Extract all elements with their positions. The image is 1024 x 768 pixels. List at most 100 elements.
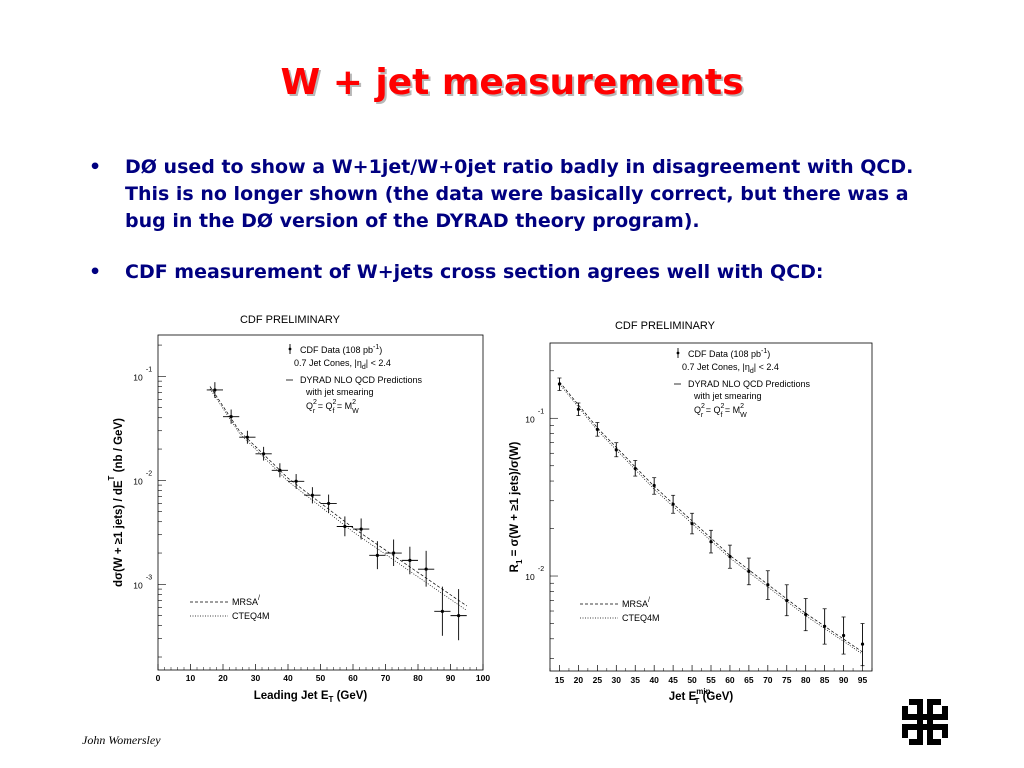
data-marker xyxy=(440,609,444,613)
x-tick-label: 35 xyxy=(631,675,641,685)
data-point xyxy=(652,477,657,495)
legend-scale-label: Q2 r = Q2 f = M2 W xyxy=(306,399,359,415)
data-marker xyxy=(633,466,637,471)
fermilab-logo-icon xyxy=(902,699,948,745)
data-point xyxy=(336,516,353,537)
data-marker xyxy=(671,502,675,506)
bullet-item: • DØ used to show a W+1jet/W+0jet ratio … xyxy=(85,154,945,235)
data-point xyxy=(690,512,695,535)
data-point xyxy=(320,494,337,513)
y-tick-label: 10 xyxy=(133,580,143,590)
data-point xyxy=(223,409,240,424)
x-tick-label: 50 xyxy=(316,673,326,683)
data-point xyxy=(784,584,789,617)
data-point xyxy=(288,474,305,489)
data-marker xyxy=(860,642,865,646)
footer-author: John Womersley xyxy=(82,733,161,747)
data-point xyxy=(727,544,732,569)
x-tick-label: 20 xyxy=(218,673,228,683)
data-point xyxy=(576,402,581,416)
x-tick-label: 90 xyxy=(839,675,849,685)
data-point xyxy=(841,616,846,655)
legend-cones-label: 0.7 Jet Cones, |ηd| < 2.4 xyxy=(682,362,779,375)
legend-data-dot xyxy=(288,347,292,351)
x-tick-label: 15 xyxy=(555,675,565,685)
bullet-text-cdf-measurement: CDF measurement of W+jets cross section … xyxy=(125,261,824,283)
theory-curve-cteq4m xyxy=(559,383,863,655)
data-point xyxy=(709,529,713,554)
y-tick-exponent: -3 xyxy=(146,574,152,581)
x-tick-label: 70 xyxy=(381,673,391,683)
x-tick-label: 30 xyxy=(251,673,261,683)
x-tick-label: 45 xyxy=(668,675,678,685)
data-point xyxy=(369,541,386,570)
data-point xyxy=(271,463,288,478)
legend-cteq-label: CTEQ4M xyxy=(622,613,660,623)
chart-jet-ratio: CDF PRELIMINARY 15 20 25 30 35 40 45 50 55 60 65 70 7… xyxy=(509,320,873,706)
legend-cteq-label: CTEQ4M xyxy=(232,611,270,621)
theory-curve-mrsa xyxy=(559,381,863,653)
data-point xyxy=(450,589,467,641)
data-marker xyxy=(229,415,233,419)
x-tick-label: 25 xyxy=(593,675,603,685)
y-tick-label: 10 xyxy=(525,414,535,424)
data-point xyxy=(803,598,808,632)
y-axis-label: dσ(W + ≥1 jets) / dET (nb / GeV) xyxy=(107,418,125,587)
data-marker xyxy=(375,553,379,557)
x-tick-label: 20 xyxy=(574,675,584,685)
bullet-dot: • xyxy=(89,156,102,178)
data-point xyxy=(206,382,223,398)
data-marker xyxy=(327,501,331,506)
x-tick-label: 55 xyxy=(706,675,716,685)
legend-theory-label: DYRAD NLO QCD Predictions xyxy=(300,375,423,385)
y-tick-label: 10 xyxy=(133,476,143,486)
data-point xyxy=(434,586,451,636)
data-marker xyxy=(690,521,694,526)
x-tick-label: 80 xyxy=(801,675,811,685)
data-marker xyxy=(408,558,412,562)
data-point xyxy=(255,446,272,461)
data-point xyxy=(239,430,256,444)
bullet-list: • DØ used to show a W+1jet/W+0jet ratio … xyxy=(85,154,945,310)
data-point xyxy=(614,442,619,458)
data-point xyxy=(746,557,751,586)
slide-title: W + jet measurements xyxy=(280,62,744,103)
data-point xyxy=(401,546,418,575)
data-marker xyxy=(392,551,396,555)
legend-cones-label: 0.7 Jet Cones, |ηd| < 2.4 xyxy=(294,358,391,371)
data-point xyxy=(671,494,676,514)
legend-scale-label: Q2 r = Q2 f = M2 W xyxy=(694,403,747,419)
y-tick-label: 10 xyxy=(525,572,535,582)
y-tick-label: 10 xyxy=(133,372,143,382)
x-tick-label: 10 xyxy=(186,673,196,683)
data-marker xyxy=(823,624,827,628)
plot-frame xyxy=(157,334,484,671)
data-marker xyxy=(557,382,562,386)
x-tick-label: 95 xyxy=(858,675,868,685)
data-point xyxy=(418,550,435,587)
x-tick-label: 100 xyxy=(476,673,490,683)
chart-title: CDF PRELIMINARY xyxy=(240,314,341,326)
data-marker xyxy=(841,633,846,638)
y-axis-label-group: dσ(W + ≥1 jets) / dET (nb / GeV) xyxy=(107,418,125,587)
x-tick-label: 90 xyxy=(446,673,456,683)
legend-mrsa-label: MRSA/ xyxy=(232,595,260,607)
data-marker xyxy=(652,483,656,488)
x-tick-label: 40 xyxy=(649,675,659,685)
legend-mrsa-label: MRSA/ xyxy=(622,597,650,609)
x-axis-label: Leading Jet ET (GeV) xyxy=(254,690,368,704)
data-marker xyxy=(245,435,249,439)
data-marker xyxy=(595,427,599,432)
x-tick-label: 0 xyxy=(156,673,161,683)
data-point xyxy=(304,487,321,504)
data-marker xyxy=(424,567,428,571)
legend-data-dot xyxy=(676,351,680,355)
legend-smearing-label: with jet smearing xyxy=(693,391,762,401)
data-marker xyxy=(614,448,618,452)
data-marker xyxy=(747,569,751,573)
x-tick-label: 60 xyxy=(725,675,735,685)
y-axis-label-group: R1 = σ(W + ≥1 jets)/σ(W) xyxy=(509,442,524,573)
bullet-text-do-ratio: DØ used to show a W+1jet/W+0jet ratio ba… xyxy=(125,156,914,232)
y-axis-label: R1 = σ(W + ≥1 jets)/σ(W) xyxy=(509,442,524,573)
